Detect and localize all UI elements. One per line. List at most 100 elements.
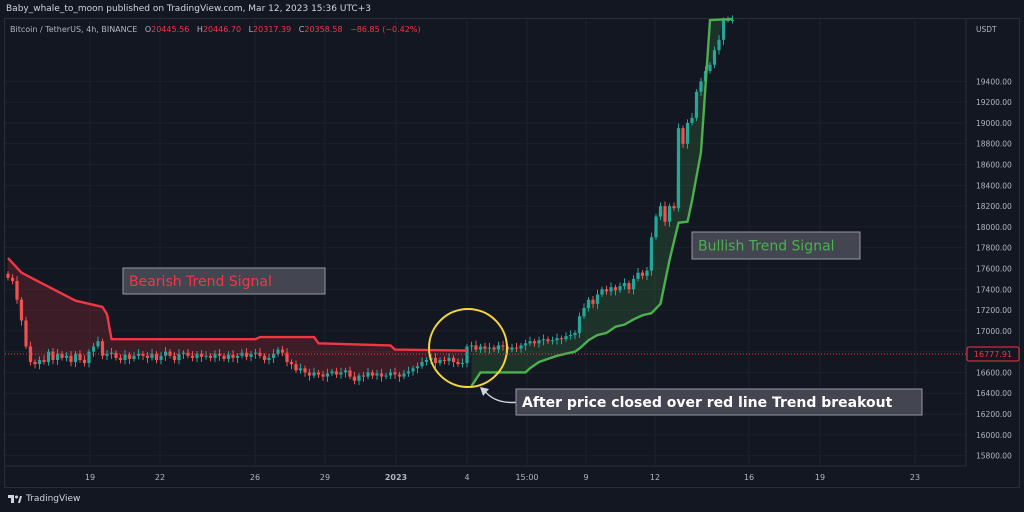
candle-body [721, 20, 726, 40]
currency-label: USDT [976, 25, 997, 34]
candle-body [465, 346, 469, 364]
candle-body [726, 20, 730, 22]
candle-body [82, 359, 87, 364]
candle-body [280, 349, 285, 353]
candle-body [208, 355, 213, 358]
candle-body [573, 332, 577, 336]
candle-body [294, 364, 298, 371]
candle-body [388, 372, 393, 376]
candle-body [262, 355, 267, 360]
bearish-fill [8, 258, 467, 381]
candle-body [267, 357, 271, 360]
annotation-box: After price closed over red line Trend b… [515, 388, 923, 416]
close-label: C [298, 25, 305, 34]
candle-body [114, 352, 118, 358]
candle-body [694, 91, 699, 118]
candle-body [618, 286, 622, 291]
candle-body [55, 353, 60, 360]
y-tick-label: 18800.00 [976, 140, 1012, 149]
chart-frame [4, 18, 1020, 488]
candle-body [640, 272, 645, 276]
candle-body [528, 341, 532, 344]
candle-body [154, 353, 159, 360]
candle-body [433, 357, 438, 364]
candle-body [361, 375, 366, 377]
annotation-background [691, 231, 861, 260]
candle-body [276, 349, 280, 354]
candle-body [348, 370, 352, 377]
candle-body [181, 352, 186, 354]
candle-body [46, 351, 51, 363]
x-tick-label: 29 [320, 473, 330, 482]
candle-body [483, 346, 487, 349]
last-price-tag [966, 346, 1020, 362]
candle-body [303, 368, 307, 373]
candle-body [595, 294, 600, 304]
y-tick-label: 17200.00 [976, 306, 1012, 315]
candle-body [541, 339, 546, 341]
candle-body [177, 353, 181, 360]
candle-body [15, 280, 19, 300]
x-tick-label: 19 [85, 473, 95, 482]
candle-body [519, 345, 523, 349]
candle-body [244, 352, 249, 357]
candle-body [456, 362, 460, 365]
y-tick-label: 17600.00 [976, 264, 1012, 273]
x-tick-label: 15:00 [515, 473, 538, 482]
candle-body [591, 299, 595, 304]
candle-body [87, 351, 91, 364]
candle-body [123, 354, 127, 360]
candle-body [631, 278, 636, 290]
candle-body [69, 355, 73, 363]
candle-body [496, 345, 501, 350]
candle-body [325, 373, 330, 377]
candle-body [622, 283, 627, 287]
candle-body [285, 352, 289, 363]
annotation-background [515, 388, 923, 416]
y-tick-label: 16000.00 [976, 431, 1012, 440]
y-tick-label: 16200.00 [976, 410, 1012, 419]
tradingview-logo[interactable]: TradingView [8, 494, 80, 504]
annotation-background [122, 267, 326, 295]
candle-body [442, 359, 447, 362]
candle-body [609, 287, 613, 292]
candle-body [627, 283, 631, 290]
symbol-legend: Bitcoin / TetherUS, 4h, BINANCE O20445.5… [10, 25, 421, 34]
candle-body [600, 289, 604, 295]
candle-body [663, 206, 667, 222]
symbol-name: Bitcoin / TetherUS, 4h, BINANCE [10, 25, 138, 34]
candle-body [33, 362, 37, 365]
candle-body [366, 372, 370, 377]
y-tick-label: 18200.00 [976, 202, 1012, 211]
candle-body [730, 20, 735, 22]
open-value: 20445.56 [151, 25, 190, 34]
candle-body [51, 351, 55, 360]
candle-body [681, 128, 685, 144]
candle-body [690, 117, 694, 123]
candle-body [60, 353, 64, 358]
candle-body [37, 359, 42, 365]
candle-body [172, 355, 177, 360]
candle-body [501, 345, 505, 347]
candle-body [555, 338, 559, 341]
candles [6, 15, 735, 386]
candle-body [424, 359, 429, 363]
candle-body [163, 351, 168, 356]
candle-body [78, 353, 82, 360]
candle-body [96, 341, 100, 347]
candle-body [685, 122, 690, 144]
y-tick-label: 18000.00 [976, 223, 1012, 232]
candle-body [402, 373, 406, 377]
candle-body [271, 353, 276, 358]
candle-body [190, 355, 195, 358]
candle-body [199, 353, 204, 357]
candle-body [159, 355, 163, 360]
candle-body [334, 371, 339, 375]
candle-body [357, 375, 361, 381]
footer-bar [0, 488, 1024, 512]
x-tick-label: 22 [155, 473, 165, 482]
publish-bar: Baby_whale_to_moon published on TradingV… [0, 0, 1024, 18]
bullish-supertrend-line [470, 17, 733, 387]
candle-body [213, 353, 217, 358]
